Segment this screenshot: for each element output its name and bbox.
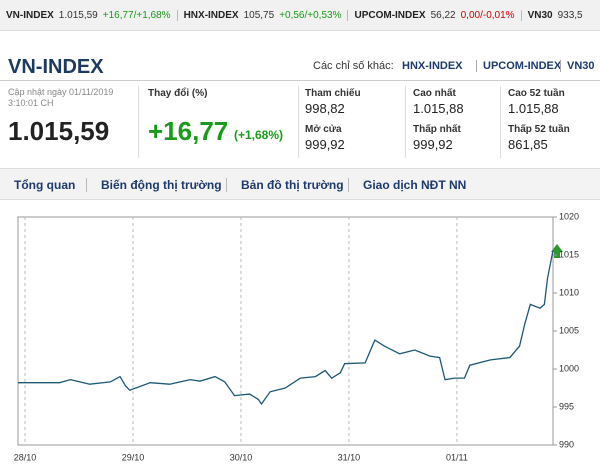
ticker-value: 1.015,59 <box>58 9 98 21</box>
ticker-change: +0,56/+0,53% <box>279 9 342 21</box>
ticker-item[interactable]: VN30 933,5 <box>522 10 594 21</box>
x-tick-label: 28/10 <box>14 452 37 462</box>
ticker-change: 0,00/-0,01% <box>460 9 515 21</box>
stat-value: 999,92 <box>413 137 453 152</box>
y-tick-label: 995 <box>559 401 574 411</box>
stat-value: 1.015,88 <box>508 101 559 116</box>
tab-bar: Tổng quan Biến động thị trường Bản đồ th… <box>0 168 600 200</box>
x-tick-label: 31/10 <box>338 452 361 462</box>
ticker-value: 105,75 <box>243 9 275 21</box>
stat-value: 861,85 <box>508 137 548 152</box>
update-date: Cập nhật ngày 01/11/2019 <box>8 87 114 97</box>
index-link[interactable]: HNX-INDEX <box>402 60 463 72</box>
stat-value: 999,92 <box>305 137 345 152</box>
up-arrow <box>551 244 563 252</box>
stat-label: Thấp 52 tuần <box>508 124 570 135</box>
y-tick-label: 1000 <box>559 363 579 373</box>
stat-label: Cao nhất <box>413 88 456 99</box>
y-tick-label: 1020 <box>559 211 579 221</box>
ticker-name: HNX-INDEX <box>183 9 239 21</box>
separator <box>405 86 406 158</box>
index-link[interactable]: UPCOM-INDEX <box>476 60 561 72</box>
stat-label: Tham chiếu <box>305 88 361 99</box>
page-title: VN-INDEX <box>8 56 104 78</box>
chart: 990 995 1000 1005 1010 1015 1020 28/10 29/10 30/1… <box>14 211 579 462</box>
price-line <box>18 250 554 406</box>
y-tick-label: 1005 <box>559 325 579 335</box>
y-tick-label: 990 <box>559 439 574 449</box>
ticker-bar: VN-INDEX 1.015,59 +16,77/+1,68% HNX-INDEX 1… <box>0 0 600 31</box>
change-label: Thay đổi (%) <box>148 88 208 99</box>
ticker-item[interactable]: UPCOM-INDEX 56,22 0,00/-0,01% <box>348 9 522 21</box>
y-tick-label: 1015 <box>559 249 579 259</box>
divider <box>0 80 600 81</box>
change-value: +16,77 <box>148 116 229 146</box>
stat-label: Cao 52 tuần <box>508 88 565 99</box>
ticker-name: VN-INDEX <box>6 9 54 21</box>
tab[interactable]: Bản đồ thị trường <box>226 178 344 192</box>
plot-frame <box>17 216 554 446</box>
index-value: 1.015,59 <box>8 116 110 146</box>
ticker-value: 933,5 <box>557 9 583 21</box>
ticker-change: +16,77/+1,68% <box>102 9 171 21</box>
update-time: 3:10:01 CH <box>8 98 54 108</box>
tab[interactable]: Biến động thị trường <box>86 178 222 192</box>
other-label: Các chỉ số khác: <box>313 60 394 72</box>
change-percent: (+1,68%) <box>234 128 284 142</box>
ticker-name: VN30 <box>527 9 553 21</box>
stat-value: 998,82 <box>305 101 345 116</box>
stat-label: Mở cửa <box>305 124 342 135</box>
ticker-value: 56,22 <box>430 9 456 21</box>
ticker-item[interactable]: HNX-INDEX 105,75 +0,56/+0,53% <box>178 9 349 21</box>
separator <box>138 86 139 158</box>
index-link[interactable]: VN30 <box>560 60 595 72</box>
x-tick-label: 30/10 <box>230 452 253 462</box>
y-tick-label: 1010 <box>559 287 579 297</box>
ticker-item[interactable]: VN-INDEX 1.015,59 +16,77/+1,68% <box>0 9 178 21</box>
stat-label: Thấp nhất <box>413 124 461 135</box>
ticker-name: UPCOM-INDEX <box>354 9 426 21</box>
x-tick-label: 01/11 <box>446 452 468 462</box>
tab[interactable]: Tổng quan <box>14 178 76 192</box>
x-tick-label: 29/10 <box>122 452 145 462</box>
stat-value: 1.015,88 <box>413 101 464 116</box>
separator <box>500 86 501 158</box>
separator <box>298 86 299 158</box>
tab[interactable]: Giao dịch NĐT NN <box>348 178 466 192</box>
